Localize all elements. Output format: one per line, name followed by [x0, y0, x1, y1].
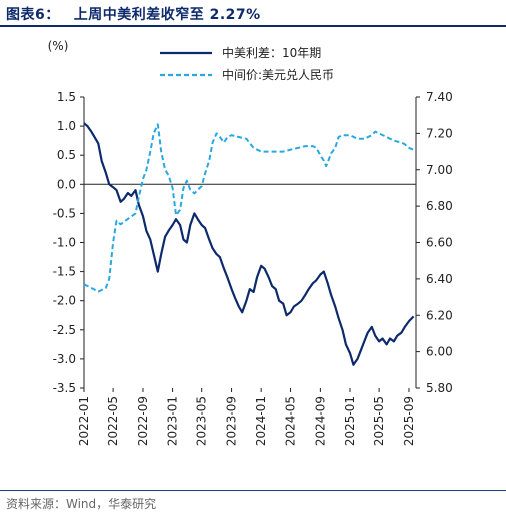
- right-tick-label: 5.80: [426, 381, 453, 395]
- left-tick-label: 0.5: [57, 148, 76, 162]
- x-tick-label: 2024-01: [254, 396, 268, 446]
- series-line-2: [83, 123, 414, 293]
- figure-title: 图表6： 上周中美利差收窄至 2.27%: [6, 4, 261, 24]
- right-tick-label: 7.20: [426, 126, 453, 140]
- x-tick-label: 2022-01: [77, 396, 91, 446]
- left-tick-label: -3.5: [53, 381, 76, 395]
- left-tick-label: -3.0: [53, 352, 76, 366]
- source-note: 资料来源：Wind，华泰研究: [6, 497, 157, 511]
- source-divider: [0, 490, 506, 491]
- x-tick-label: 2023-09: [225, 396, 239, 446]
- left-tick-label: -0.5: [53, 206, 76, 220]
- left-unit-label: (%): [48, 39, 69, 53]
- x-tick-label: 2022-05: [106, 396, 120, 446]
- right-tick-label: 6.60: [426, 236, 453, 250]
- figure-label: 图表6：: [6, 7, 60, 23]
- right-tick-label: 6.00: [426, 345, 453, 359]
- title-divider: [0, 25, 506, 27]
- left-tick-label: 0.0: [57, 177, 76, 191]
- legend-label-1: 中美利差：10年期: [222, 45, 321, 60]
- right-tick-label: 6.80: [426, 199, 453, 213]
- x-tick-label: 2025-01: [343, 396, 357, 446]
- left-tick-label: -2.5: [53, 323, 76, 337]
- chart-axes: 1.5 1.0 0.5 0.0 -0.5 -1.0 -1.5 -2.0 -2.5 -3.0 -3.5…: [48, 39, 453, 446]
- series-line-1: [83, 122, 415, 366]
- left-tick-label: -2.0: [53, 294, 76, 308]
- x-tick-label: 2025-09: [402, 396, 416, 446]
- legend-label-2: 中间价:美元兑人民币: [222, 67, 334, 82]
- right-tick-label: 7.00: [426, 163, 453, 177]
- chart-canvas: 1.5 1.0 0.5 0.0 -0.5 -1.0 -1.5 -2.0 -2.5 -3.0 -3.5…: [48, 39, 453, 446]
- right-tick-label: 6.20: [426, 308, 453, 322]
- x-tick-label: 2023-01: [166, 396, 180, 446]
- chart-series: [83, 122, 415, 366]
- left-tick-label: 1.0: [57, 119, 76, 133]
- x-tick-label: 2023-05: [195, 396, 209, 446]
- left-tick-label: -1.0: [53, 236, 76, 250]
- x-tick-label: 2022-09: [136, 396, 150, 446]
- figure-title-text: 上周中美利差收窄至 2.27%: [73, 7, 261, 23]
- right-tick-label: 7.40: [426, 90, 453, 104]
- x-tick-label: 2024-05: [284, 396, 298, 446]
- left-tick-label: -1.5: [53, 265, 76, 279]
- x-tick-label: 2025-05: [372, 396, 386, 446]
- right-tick-label: 6.40: [426, 272, 453, 286]
- x-tick-label: 2024-09: [313, 396, 327, 446]
- left-tick-label: 1.5: [57, 90, 76, 104]
